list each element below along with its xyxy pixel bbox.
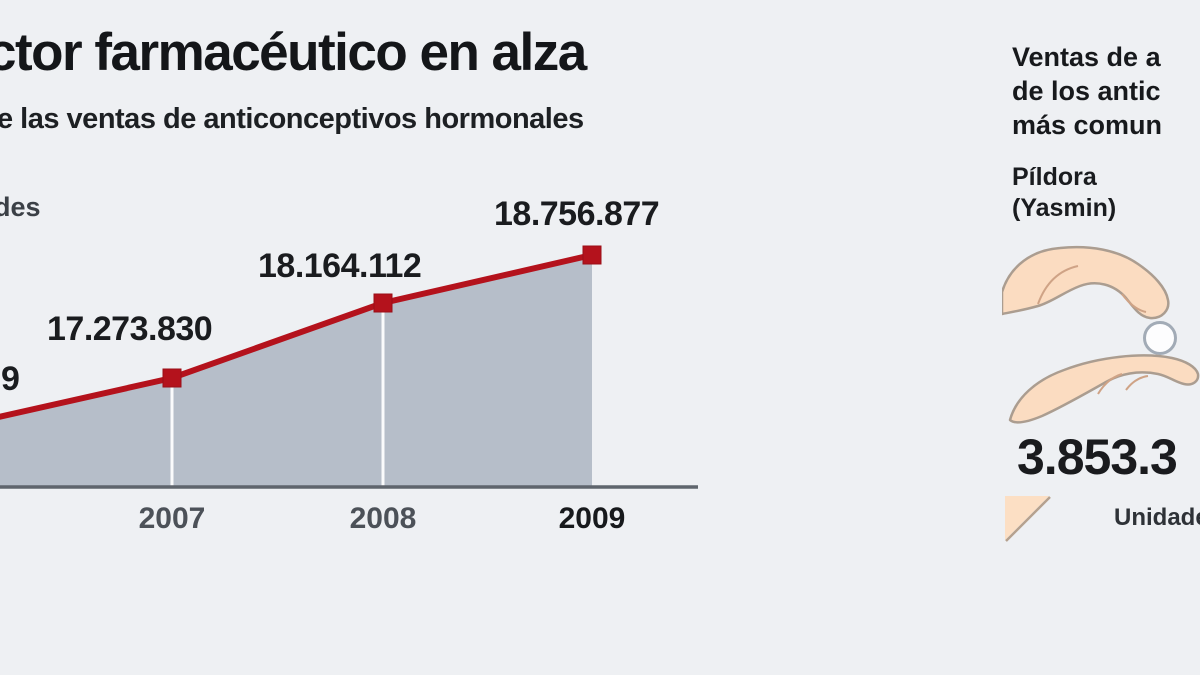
hand-holding-pill-illustration (1002, 245, 1200, 424)
side-panel-title-line-1: Ventas de a (1012, 42, 1161, 72)
product-label: Píldora (Yasmin) (1012, 162, 1116, 224)
side-panel-unit: Unidade (1114, 504, 1200, 531)
value-label-2008: 18.164.112 (258, 247, 422, 285)
product-label-line-2: (Yasmin) (1012, 194, 1117, 222)
sales-area-chart (0, 245, 698, 489)
value-label-2009: 18.756.877 (494, 195, 660, 233)
finger-top-crease (1037, 265, 1079, 305)
pill-icon (1143, 321, 1177, 355)
page-subtitle: e las ventas de anticonceptivos hormonal… (0, 103, 584, 135)
side-panel-title-line-3: más comun (1012, 110, 1163, 140)
x-tick-2009: 2009 (558, 502, 626, 535)
chart-unit-label: des (0, 192, 41, 222)
x-tick-2008: 2008 (349, 502, 417, 535)
page-title: ctor farmacéutico en alza (0, 23, 587, 82)
partial-illustration-fragment (1005, 496, 1051, 542)
data-point-2009 (582, 245, 602, 265)
triangle-diagonal-line (1005, 496, 1051, 542)
area-fill (0, 255, 592, 486)
thumb-bottom-shape (1008, 354, 1200, 424)
skin-triangle (1005, 496, 1049, 540)
side-panel-title: Ventas de a de los antic más comun (1012, 40, 1162, 142)
fingertip-crease (1121, 293, 1147, 313)
side-panel-value: 3.853.3 (1017, 429, 1178, 485)
side-panel-title-line-2: de los antic (1012, 76, 1161, 106)
value-label-2007: 17.273.830 (47, 310, 213, 348)
product-label-line-1: Píldora (1012, 163, 1097, 191)
thumb-crease-2 (1125, 375, 1149, 391)
value-label-partial-left: 9 (1, 360, 20, 398)
finger-top-shape (1002, 245, 1170, 320)
trend-line (0, 252, 593, 420)
data-point-2007 (162, 368, 182, 388)
x-tick-2007: 2007 (138, 502, 206, 535)
thumb-crease-1 (1097, 373, 1123, 395)
data-point-2008 (373, 293, 393, 313)
